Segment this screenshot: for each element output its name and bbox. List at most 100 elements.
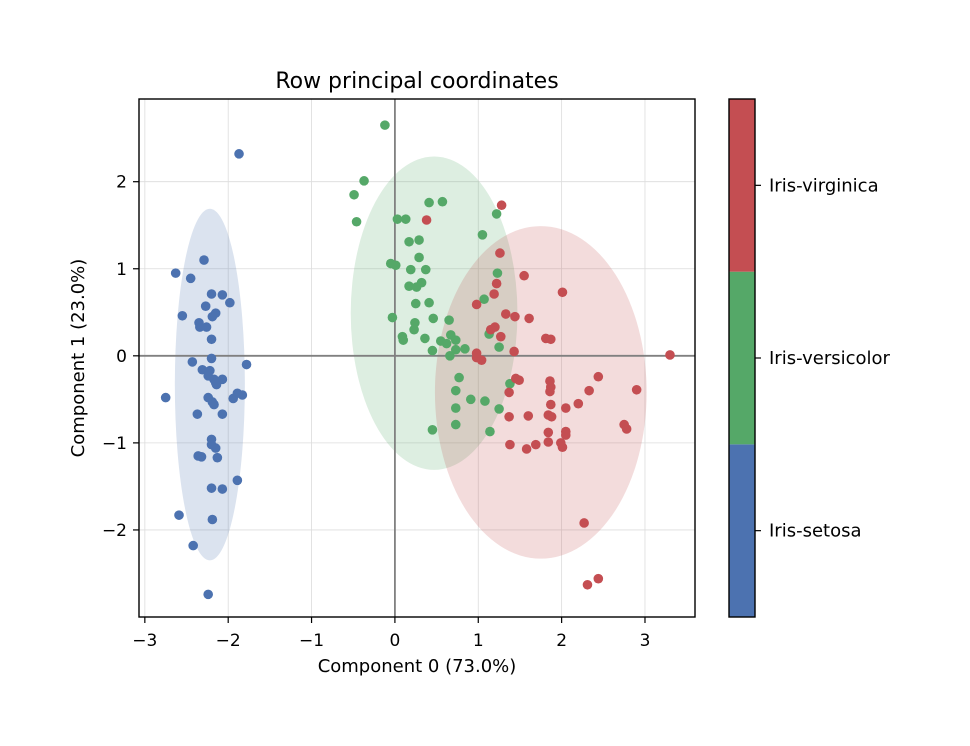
x-tick-label: 3	[640, 631, 651, 651]
point-iris-setosa	[217, 409, 228, 419]
point-iris-versicolor	[359, 176, 369, 186]
colorbar-legend: Iris-setosa Iris-versicolor Iris-virginica	[728, 98, 891, 618]
point-iris-versicolor	[380, 120, 390, 130]
point-iris-virginica	[530, 439, 541, 450]
y-axis-ticks: −2 −1 0 1 2	[102, 173, 139, 541]
point-iris-versicolor	[450, 335, 461, 345]
point-iris-setosa	[195, 322, 205, 332]
point-iris-versicolor	[404, 236, 414, 247]
point-iris-virginica	[514, 375, 524, 386]
point-iris-virginica	[573, 398, 584, 409]
point-iris-versicolor	[424, 197, 434, 208]
point-iris-setosa	[232, 475, 243, 486]
point-iris-virginica	[485, 324, 496, 335]
data-points	[160, 120, 675, 600]
point-iris-setosa	[217, 484, 228, 494]
point-iris-versicolor	[480, 396, 490, 406]
colorbar-segments	[729, 99, 755, 617]
point-iris-virginica	[504, 411, 514, 422]
point-iris-versicolor	[414, 235, 424, 245]
point-iris-virginica	[543, 437, 554, 447]
point-iris-versicolor	[445, 351, 455, 361]
point-iris-versicolor	[427, 345, 438, 356]
point-iris-virginica	[505, 439, 515, 450]
point-iris-virginica	[500, 309, 511, 319]
point-iris-virginica	[545, 399, 556, 410]
point-iris-virginica	[579, 518, 589, 528]
point-iris-setosa	[210, 443, 221, 453]
point-iris-versicolor	[491, 209, 502, 219]
point-iris-setosa	[185, 273, 196, 284]
point-iris-versicolor	[460, 344, 470, 354]
point-iris-versicolor	[410, 317, 420, 328]
point-iris-setosa	[209, 399, 219, 410]
point-iris-virginica	[421, 215, 432, 225]
point-iris-versicolor	[450, 419, 461, 430]
point-iris-setosa	[207, 311, 218, 322]
point-iris-versicolor	[485, 426, 495, 437]
point-iris-versicolor	[405, 264, 416, 275]
ellipse-iris-virginica	[434, 226, 647, 559]
point-iris-setosa	[234, 149, 244, 159]
point-iris-versicolor	[450, 385, 461, 396]
point-iris-versicolor	[427, 425, 438, 435]
point-iris-setosa	[241, 359, 252, 370]
point-iris-versicolor	[409, 324, 419, 335]
point-iris-versicolor	[404, 281, 414, 291]
point-iris-setosa	[212, 452, 223, 463]
point-iris-versicolor	[450, 403, 461, 413]
x-tick-label: 1	[473, 631, 484, 651]
point-iris-setosa	[203, 589, 213, 600]
point-iris-versicolor	[428, 313, 439, 324]
point-iris-virginica	[491, 278, 502, 289]
point-iris-versicolor	[479, 294, 489, 305]
point-iris-versicolor	[450, 344, 461, 355]
point-iris-versicolor	[400, 214, 411, 224]
colorbar-label: Iris-versicolor	[769, 348, 891, 369]
point-iris-versicolor	[477, 230, 488, 240]
point-iris-virginica	[543, 427, 554, 438]
colorbar-segment-iris-setosa	[729, 444, 755, 617]
point-iris-versicolor	[410, 298, 421, 309]
point-iris-virginica	[545, 334, 556, 345]
point-iris-virginica	[523, 411, 534, 421]
point-iris-virginica	[560, 403, 571, 413]
point-iris-versicolor	[349, 189, 359, 200]
point-iris-virginica	[496, 200, 507, 211]
point-iris-setosa	[200, 301, 211, 312]
point-iris-versicolor	[437, 196, 448, 207]
point-iris-versicolor	[454, 372, 464, 383]
point-iris-virginica	[489, 289, 499, 299]
x-tick-label: −3	[132, 631, 157, 651]
x-tick-label: 2	[556, 631, 567, 651]
colorbar-segment-iris-virginica	[729, 99, 755, 272]
reference-lines	[139, 99, 695, 617]
point-iris-virginica	[509, 346, 519, 357]
point-iris-setosa	[188, 540, 198, 551]
point-iris-setosa	[206, 483, 217, 493]
point-iris-setosa	[160, 392, 171, 403]
point-iris-versicolor	[416, 277, 427, 288]
ellipse-iris-setosa	[174, 208, 245, 561]
point-iris-setosa	[192, 409, 203, 419]
point-iris-versicolor	[387, 312, 398, 323]
y-tick-label: −1	[102, 434, 127, 454]
point-iris-virginica	[495, 331, 506, 342]
chart-title: Row principal coordinates	[275, 69, 558, 94]
point-iris-setosa	[225, 297, 235, 308]
point-iris-setosa	[199, 255, 209, 265]
point-iris-versicolor	[444, 315, 454, 325]
point-iris-virginica	[476, 355, 487, 365]
point-iris-setosa	[206, 289, 217, 299]
point-iris-setosa	[196, 452, 207, 462]
y-tick-label: −2	[102, 521, 127, 541]
point-iris-versicolor	[390, 260, 401, 271]
plot-frame	[138, 98, 696, 618]
plot-area: −3 −2 −1 0 1 2 3 −2 −1 0 1 2	[102, 98, 696, 651]
point-iris-virginica	[593, 573, 604, 584]
point-iris-virginica	[545, 386, 555, 397]
point-iris-virginica	[521, 444, 532, 454]
y-tick-label: 2	[116, 173, 127, 193]
